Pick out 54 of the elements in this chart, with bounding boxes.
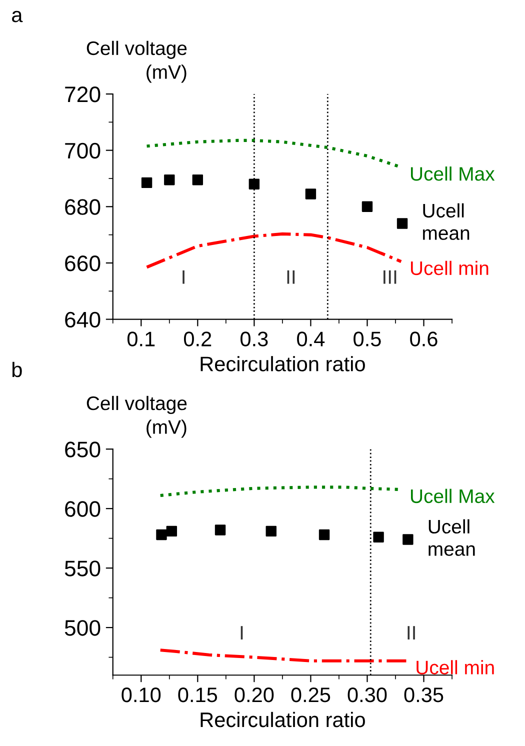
x-tick-label: 0.4 (297, 332, 325, 346)
x-tick-label: 0.3 (240, 332, 268, 346)
y-tick-label: 720 (65, 86, 100, 102)
text: b (12, 362, 22, 378)
annotation: I (240, 626, 243, 640)
x-tick-label: 0.2 (184, 332, 212, 346)
annotation: II (408, 626, 415, 640)
x-tick-label: 0.5 (354, 332, 381, 346)
point (156, 529, 167, 540)
x-tick-label: 0.1 (127, 332, 155, 346)
point (214, 524, 226, 536)
x-tick-label: 0.30 (348, 687, 387, 702)
x-tick-label: 0.25 (291, 687, 330, 702)
point (373, 532, 384, 542)
x-axis-title: Recirculation ratio (200, 712, 365, 728)
series-label: Ucell min (410, 260, 488, 276)
y-tick-label: 500 (64, 620, 100, 636)
point (141, 177, 152, 188)
point (266, 526, 276, 537)
annotation: I (182, 270, 184, 284)
point (248, 178, 260, 190)
x-tick-label: 0.20 (234, 687, 274, 702)
y-tick-label: 550 (64, 560, 100, 576)
point (362, 201, 373, 212)
annotation: II (287, 270, 295, 284)
x-tick-label: 0.10 (122, 687, 161, 702)
x-tick-label: 0.6 (410, 332, 438, 346)
y-axis-title: Cell voltage (mV) (86, 40, 187, 83)
y-tick-label: 660 (65, 256, 100, 272)
series-label: Ucell mean (428, 519, 475, 556)
point (166, 526, 178, 537)
y-tick-label: 600 (65, 501, 100, 517)
point (402, 534, 414, 545)
series-label: Ucell Max (410, 166, 495, 181)
line-series (158, 648, 408, 662)
y-tick-label: 700 (65, 142, 100, 159)
point (164, 174, 175, 186)
x-tick-label: 0.35 (404, 687, 444, 702)
annotation: III (384, 270, 396, 284)
point (318, 529, 330, 540)
series-label: Ucell mean (423, 203, 470, 240)
series-label: Ucell Max (410, 488, 495, 504)
y-axis-title: Cell voltage (mV) (86, 396, 187, 438)
y-tick-label: 640 (65, 312, 100, 328)
point (192, 174, 204, 186)
point (305, 188, 316, 200)
y-tick-label: 650 (65, 442, 100, 458)
y-tick-label: 680 (65, 199, 100, 215)
series-label: Ucell min (416, 660, 494, 674)
x-axis-title: Recirculation ratio (200, 356, 365, 372)
x-tick-label: 0.15 (178, 687, 218, 702)
point (396, 218, 408, 229)
line-series (145, 232, 403, 269)
text: a (12, 10, 23, 22)
